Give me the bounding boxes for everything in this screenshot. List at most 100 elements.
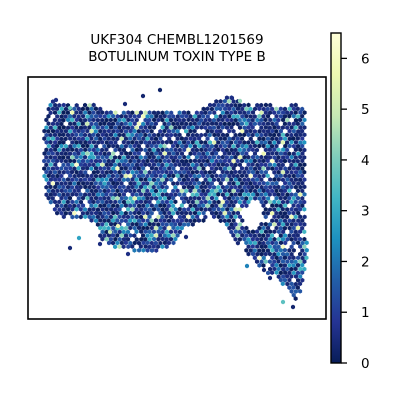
spot <box>115 203 120 209</box>
spot <box>162 113 167 119</box>
spot <box>272 214 277 220</box>
spot <box>289 274 294 279</box>
spot <box>126 229 131 235</box>
spot <box>123 121 128 126</box>
spot <box>218 166 223 171</box>
spot <box>214 203 219 209</box>
spot <box>76 188 81 194</box>
spot <box>291 263 296 268</box>
spot <box>192 113 197 119</box>
spot <box>233 110 238 115</box>
spot <box>143 214 148 220</box>
spot <box>91 170 96 175</box>
spot <box>248 173 253 179</box>
spot <box>61 192 66 198</box>
spot <box>74 132 79 138</box>
spot <box>70 117 75 123</box>
spot <box>46 173 51 179</box>
spot <box>246 117 251 123</box>
spot <box>267 192 272 197</box>
spot <box>137 203 142 209</box>
spot <box>54 143 60 149</box>
spot <box>302 140 307 145</box>
spot <box>67 203 72 209</box>
spot <box>53 125 58 130</box>
spot <box>291 210 296 216</box>
spot <box>177 192 182 197</box>
spot <box>98 233 103 238</box>
spot <box>291 121 296 127</box>
spot <box>224 154 229 160</box>
spot <box>280 251 286 257</box>
spot <box>108 169 114 175</box>
spot <box>278 166 283 171</box>
spot <box>205 114 210 119</box>
spot <box>147 192 152 197</box>
spot <box>171 181 176 186</box>
spot <box>70 169 75 175</box>
spot <box>270 188 275 194</box>
spot <box>289 244 294 250</box>
spot <box>42 128 47 134</box>
spot <box>87 147 92 153</box>
spot <box>78 117 83 123</box>
spot <box>261 203 266 208</box>
spot <box>220 154 225 160</box>
spot <box>154 233 159 238</box>
spot <box>70 177 75 183</box>
spot <box>270 262 275 268</box>
spot <box>164 110 169 115</box>
spot <box>65 110 70 116</box>
spot <box>201 195 206 201</box>
spot <box>278 128 283 134</box>
spot <box>192 151 197 156</box>
spot <box>214 106 219 112</box>
spot <box>152 132 157 138</box>
spot <box>263 117 268 123</box>
spot <box>192 136 197 142</box>
spot <box>175 158 180 164</box>
spot <box>76 173 81 179</box>
spot <box>145 181 150 186</box>
spot <box>164 162 169 168</box>
spot <box>222 143 228 149</box>
spot <box>274 106 279 112</box>
spot <box>227 210 232 216</box>
spot <box>126 244 131 250</box>
spot <box>302 117 307 123</box>
spot <box>153 218 159 223</box>
spot <box>162 128 167 134</box>
spot <box>295 173 301 179</box>
spot <box>126 236 131 242</box>
spot <box>57 102 62 108</box>
spot <box>134 117 139 123</box>
spot <box>42 166 47 171</box>
spot <box>250 132 255 138</box>
spot <box>205 136 210 142</box>
spot <box>59 114 64 119</box>
spot <box>152 117 157 123</box>
spot <box>218 136 223 141</box>
spot <box>125 125 131 131</box>
spot <box>55 121 60 127</box>
spot <box>145 203 150 208</box>
spot <box>207 117 212 123</box>
spot <box>115 240 120 246</box>
spot <box>87 117 92 123</box>
spot <box>110 218 116 223</box>
spot <box>63 114 68 119</box>
spot <box>298 236 303 242</box>
spot <box>156 207 161 212</box>
spot <box>222 158 227 164</box>
spot <box>261 255 266 261</box>
spot <box>296 151 301 157</box>
spot <box>44 177 49 182</box>
spot <box>240 225 245 231</box>
spot <box>298 110 303 115</box>
spot <box>160 124 165 130</box>
spot <box>179 166 184 171</box>
spot <box>171 210 176 216</box>
spot <box>280 206 285 212</box>
spot <box>231 106 236 112</box>
spot <box>143 199 148 205</box>
